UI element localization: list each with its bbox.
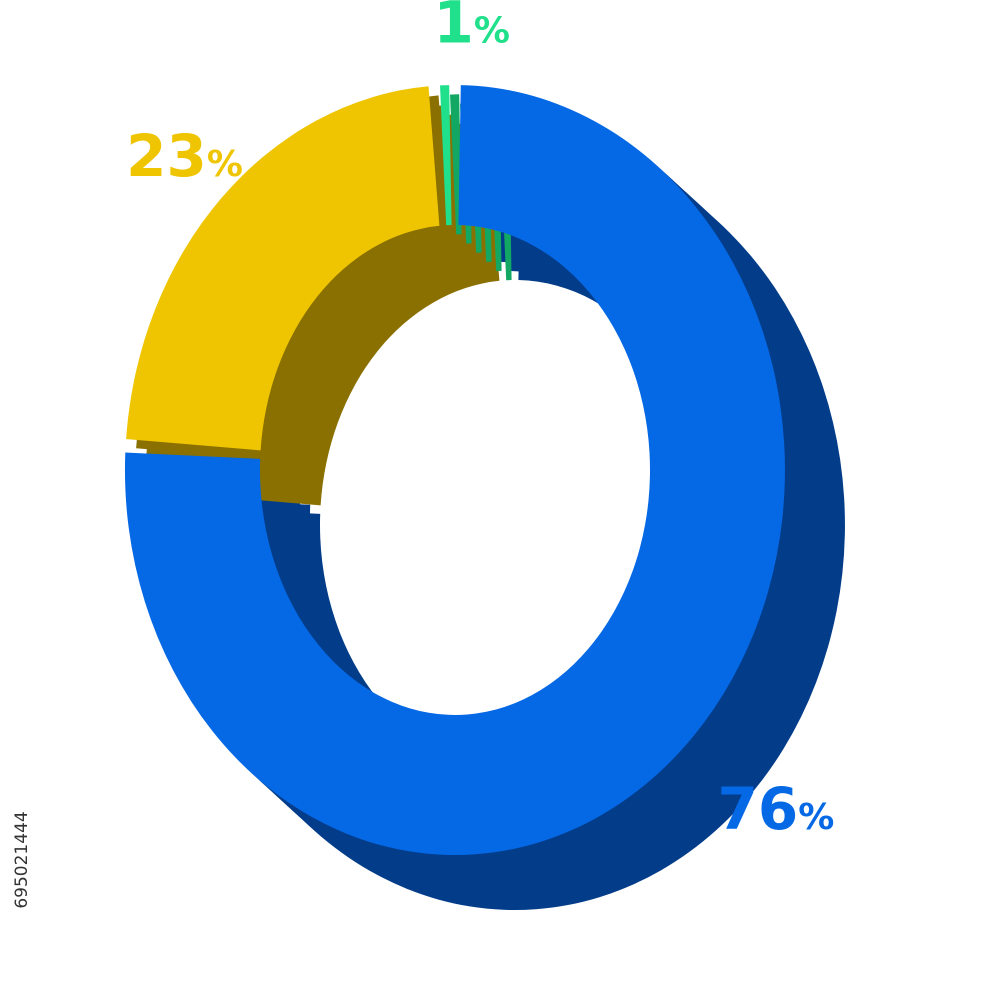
donut-top-layer <box>124 85 785 856</box>
stock-id-watermark: 695021444 <box>10 760 34 960</box>
slice-labels: 76%23%1% <box>126 0 834 843</box>
slice-2-depth-1 <box>450 94 462 235</box>
slice-0-label: 76% <box>718 775 835 843</box>
slice-2-top <box>440 85 452 226</box>
slice-1-top <box>126 86 440 451</box>
slice-1-label: 23% <box>126 122 243 190</box>
slice-2-label: 1% <box>433 0 509 57</box>
slice-0-unit: % <box>798 797 834 838</box>
slice-1-unit: % <box>207 144 243 185</box>
slice-0-value: 76 <box>718 775 799 843</box>
slice-1-value: 23 <box>126 122 207 190</box>
slice-2-value: 1 <box>433 0 473 57</box>
slice-0-top <box>124 85 785 856</box>
slice-2-unit: % <box>474 11 510 52</box>
stock-id-text: 695021444 <box>12 811 32 909</box>
